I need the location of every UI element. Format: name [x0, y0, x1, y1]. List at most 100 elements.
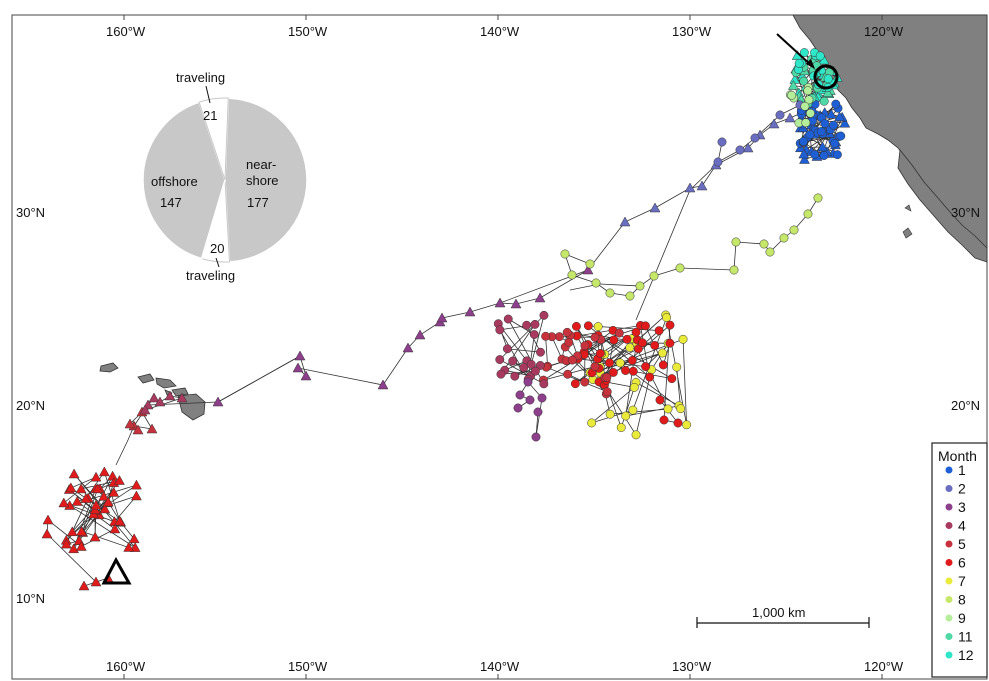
track-point-circle — [631, 430, 641, 440]
track-point-triangle — [78, 580, 90, 591]
track-point-circle — [580, 377, 590, 387]
pie-value-traveling-top: 21 — [203, 108, 217, 123]
track-point-triangle — [817, 141, 828, 152]
pie-leader-top — [205, 85, 211, 104]
track-point-circle — [631, 327, 641, 337]
track-line — [624, 109, 809, 223]
track-point-circle — [587, 418, 597, 428]
track-point-circle — [535, 361, 545, 370]
track-point-circle — [641, 362, 651, 372]
track-point-triangle — [109, 523, 121, 534]
track-point-circle — [676, 404, 686, 414]
axis-label-bottom: 160°W — [106, 659, 146, 674]
legend-label: 8 — [958, 592, 966, 608]
track-point-triangle — [132, 424, 144, 435]
track-point-circle — [529, 330, 539, 339]
track-point-circle — [779, 233, 789, 243]
track-point-triangle — [66, 526, 78, 537]
track-point-circle — [525, 395, 535, 405]
track-point-circle — [803, 209, 813, 219]
legend-label: 2 — [958, 481, 966, 497]
scale-bar-label: 1,000 km — [752, 605, 805, 620]
track-point-triangle — [108, 486, 120, 497]
track-point-circle — [675, 263, 685, 273]
small-island — [902, 227, 913, 239]
track-point-triangle — [534, 292, 546, 303]
track-point-circle — [519, 363, 529, 373]
track-point-circle — [800, 101, 810, 111]
pie-value-offshore: 147 — [160, 195, 182, 210]
track-point-triangle — [123, 541, 135, 552]
track-point-circle — [502, 344, 512, 354]
legend-label: 9 — [958, 610, 966, 626]
track-point-circle — [803, 86, 813, 96]
track-point-circle — [508, 356, 518, 366]
track-point-circle — [513, 403, 523, 413]
legend-label: 12 — [958, 647, 974, 663]
track-point-triangle — [414, 329, 426, 340]
legend-label: 5 — [958, 536, 966, 552]
track-point-triangle — [42, 514, 54, 525]
track-point-circle — [820, 119, 830, 129]
axis-label-top: 140°W — [480, 24, 520, 39]
track-point-circle — [810, 150, 820, 159]
track-point-circle — [629, 382, 639, 392]
track-point-triangle — [98, 466, 110, 477]
track-point-triangle — [377, 379, 389, 390]
pie-slice-traveling-top — [198, 97, 229, 181]
track-point-triangle — [164, 390, 176, 401]
end-circle-marker — [813, 64, 839, 90]
track-point-triangle — [60, 538, 72, 549]
track-point-triangle — [89, 531, 101, 542]
track-point-circle — [799, 76, 809, 86]
track-point-circle — [787, 90, 797, 100]
track-point-circle — [510, 371, 520, 381]
track-point-circle — [805, 108, 815, 118]
axis-labels: 160°W 150°W 140°W 130°W 120°W 160°W 150°W 140°W… — [16, 15, 980, 679]
track-point-circle — [635, 281, 645, 291]
track-point-circle — [580, 341, 590, 351]
track-point-triangle — [787, 80, 799, 90]
track-point-triangle — [684, 182, 696, 193]
track-point-triangle — [68, 468, 80, 479]
track-point-circle — [813, 193, 823, 203]
axis-label-bottom: 130°W — [672, 659, 712, 674]
track-point-circle — [665, 320, 675, 330]
track-point-triangle — [510, 298, 522, 309]
track-point-triangle — [402, 342, 414, 353]
track-point-triangle — [696, 180, 708, 191]
track-point-triangle — [90, 576, 102, 587]
axis-label-bottom: 140°W — [480, 659, 520, 674]
track-point-circle — [530, 319, 540, 329]
track-point-circle — [614, 328, 624, 338]
track-point-circle — [541, 331, 551, 341]
track-point-circle — [759, 239, 769, 249]
track-point-circle — [616, 423, 626, 432]
track-point-circle — [595, 348, 605, 358]
pie-label-near-shore-1: near- — [246, 157, 276, 172]
track-point-circle — [831, 99, 841, 109]
track-point-circle — [654, 326, 664, 336]
track-point-circle — [503, 314, 513, 324]
track-point-triangle — [742, 142, 754, 153]
track-point-triangle — [212, 396, 224, 407]
track-point-circle — [682, 420, 692, 430]
track-point-circle — [794, 58, 804, 68]
track-point-circle — [593, 322, 603, 332]
track-point-circle — [602, 387, 612, 397]
track-point-circle — [523, 377, 533, 387]
track-point-triangle — [130, 490, 142, 501]
track-point-circle — [655, 395, 665, 405]
legend-marker — [945, 614, 953, 622]
activity-pie-chart: near- shore 177 offshore 147 traveling 2… — [142, 70, 308, 283]
small-island — [904, 204, 912, 212]
pie-leader-bottom — [215, 257, 220, 268]
track-point-triangle — [294, 350, 306, 361]
track-point-circle — [735, 145, 745, 155]
track-point-circle — [816, 127, 826, 136]
track-point-triangle — [75, 540, 87, 551]
track-point-circle — [805, 130, 815, 140]
track-point-triangle — [131, 479, 142, 490]
track-point-circle — [819, 151, 829, 161]
